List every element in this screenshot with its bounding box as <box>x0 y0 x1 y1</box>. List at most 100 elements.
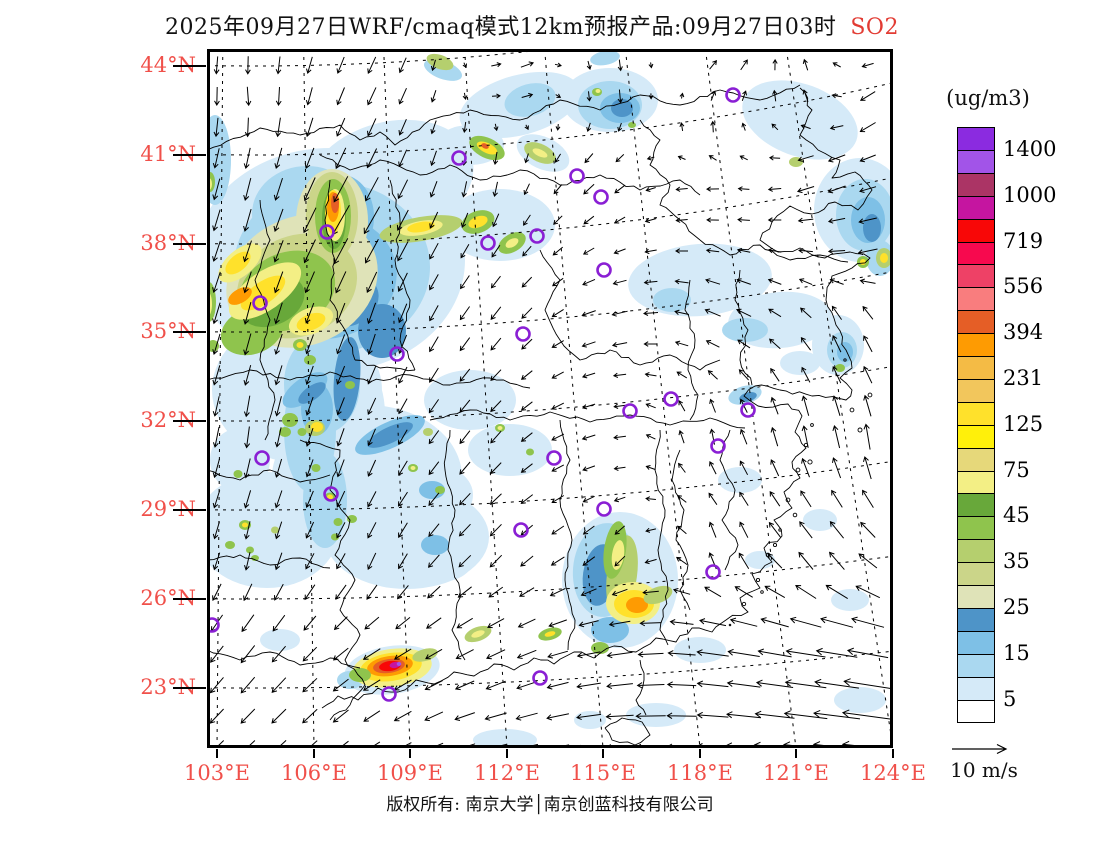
so2-concentration-blob <box>333 337 361 421</box>
wind-arrow <box>213 56 220 75</box>
latitude-gridline <box>207 365 893 422</box>
so2-concentration-blob <box>544 631 556 637</box>
wind-arrow <box>245 56 251 75</box>
island-dot <box>760 590 764 594</box>
wind-arrow <box>584 153 594 164</box>
wind-arrow <box>458 523 471 537</box>
wind-arrow <box>520 555 534 567</box>
wind-arrow <box>706 217 719 223</box>
colorbar-value-label: 1400 <box>1003 137 1057 161</box>
wind-arrow <box>699 618 727 627</box>
wind-arrow <box>820 616 854 628</box>
wind-arrow <box>679 92 685 99</box>
wind-arrow <box>582 278 596 286</box>
wind-arrow <box>583 215 595 225</box>
wind-arrow <box>459 399 471 413</box>
wind-arrow <box>489 493 502 505</box>
wind-arrow <box>243 583 253 602</box>
province-boundary <box>389 179 416 371</box>
wind-arrow <box>645 465 656 471</box>
wind-arrow <box>367 459 377 477</box>
colorbar-value-label: 15 <box>1003 641 1030 665</box>
wind-arrow <box>643 341 658 347</box>
wind-arrow <box>210 645 224 663</box>
wind-arrow <box>768 308 782 318</box>
wind-arrow <box>675 186 688 192</box>
wind-arrow <box>708 155 717 161</box>
so2-concentration-blob <box>611 540 625 570</box>
wind-arrow <box>705 278 721 285</box>
province-boundary <box>635 659 647 716</box>
wind-arrow <box>859 186 877 193</box>
wind-arrow <box>582 556 596 566</box>
wind-arrow <box>485 680 506 691</box>
so2-concentration-blob <box>532 148 548 158</box>
wind-arrow <box>363 206 381 235</box>
wind-arrow <box>841 709 893 720</box>
wind-arrow <box>862 305 874 320</box>
wind-arrow <box>243 271 252 294</box>
wind-arrow <box>801 425 809 448</box>
wind-arrow <box>672 588 691 595</box>
so2-concentration-blob <box>311 422 323 432</box>
wind-arrow <box>645 527 657 533</box>
so2-concentration-blob <box>860 259 866 265</box>
colorbar-value-label: 394 <box>1003 320 1044 344</box>
wind-arrow <box>274 521 283 540</box>
wind-arrow <box>459 306 471 321</box>
latitude-gridline <box>207 82 893 156</box>
wind-arrow <box>367 56 377 74</box>
so2-concentration-blob <box>271 526 279 534</box>
wind-arrow <box>645 403 656 409</box>
so2-concentration-blob <box>445 189 555 261</box>
wind-arrow <box>336 553 346 570</box>
wind-arrow <box>489 554 503 568</box>
wind-arrow <box>460 275 470 290</box>
wind-arrow <box>829 278 844 285</box>
wind-arrow <box>333 238 349 265</box>
wind-arrow <box>367 522 377 539</box>
wind-arrow <box>674 340 689 347</box>
wind-arrow <box>582 247 595 255</box>
longitude-gridline <box>544 49 604 748</box>
copyright-footer: 版权所有: 南京大学│南京创蓝科技有限公司 <box>386 795 714 815</box>
wind-arrow <box>212 396 220 417</box>
so2-concentration-blob <box>311 464 321 472</box>
wind-arrow <box>709 398 716 413</box>
wind-arrow <box>367 397 377 415</box>
wind-arrow <box>675 248 688 254</box>
wind-arrow <box>493 123 499 132</box>
wind-arrow <box>273 240 284 263</box>
so2-concentration-blob <box>331 193 339 213</box>
wind-arrow <box>397 179 409 200</box>
wind-arrow <box>737 217 750 223</box>
so2-concentration-blob <box>574 711 606 729</box>
wind-arrow <box>240 645 256 664</box>
wind-arrow <box>212 427 220 448</box>
wind-arrow <box>846 647 889 659</box>
city-marker <box>725 87 741 103</box>
wind-arrow <box>366 584 378 600</box>
wind-arrow <box>305 521 315 539</box>
wind-arrow <box>460 244 470 259</box>
so2-concentration-blob <box>481 143 489 149</box>
wind-arrow <box>678 400 686 412</box>
wind-arrow <box>521 338 533 350</box>
wind-arrow <box>767 217 782 223</box>
wind-arrow <box>428 523 440 538</box>
so2-concentration-blob <box>468 424 552 476</box>
wind-arrow <box>767 553 783 569</box>
wind-arrow <box>547 650 569 659</box>
province-boundary <box>654 429 669 646</box>
wind-arrow <box>303 207 317 234</box>
wind-arrow <box>831 489 843 508</box>
wind-arrow <box>520 494 534 504</box>
wind-arrow <box>863 423 871 450</box>
island-dot <box>772 542 778 548</box>
wind-arrow <box>274 552 283 571</box>
lon-tick-mark <box>313 749 315 758</box>
lat-tick-label: 32°N <box>140 408 196 432</box>
wind-arrow <box>614 525 626 535</box>
colorbar-cell <box>957 677 995 701</box>
wind-arrow <box>613 248 626 255</box>
